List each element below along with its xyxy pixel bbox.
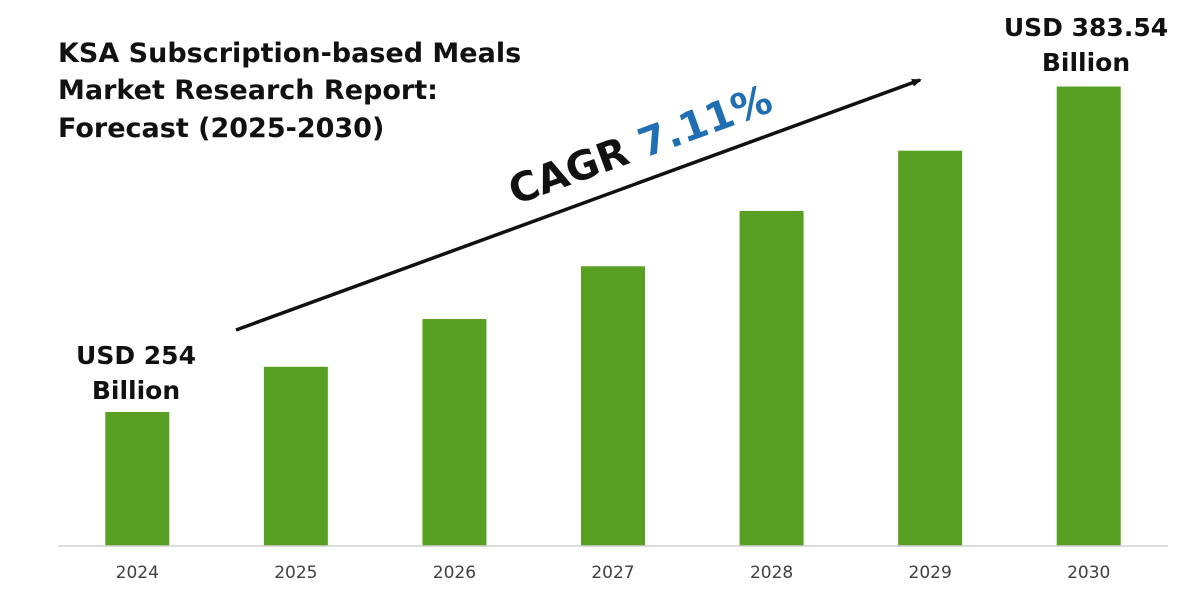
- chart-title-line-2: Market Research Report:: [58, 75, 438, 106]
- x-tick-label-2029: 2029: [909, 563, 952, 583]
- chart-title-line-3: Forecast (2025-2030): [58, 113, 384, 144]
- bar-2026: [422, 319, 487, 546]
- first-bar-value-label: USD 254 Billion: [76, 341, 196, 405]
- bar-2029: [898, 150, 963, 547]
- last-bar-label-line-2: Billion: [1042, 48, 1130, 77]
- x-tick-label-2026: 2026: [433, 563, 476, 583]
- cagr-prefix: CAGR: [503, 124, 648, 214]
- x-tick-label-2024: 2024: [116, 563, 159, 583]
- x-tick-label-2030: 2030: [1067, 563, 1110, 583]
- bar-2027: [581, 266, 645, 546]
- first-bar-label-line-2: Billion: [92, 376, 180, 405]
- bar-2030: [1056, 86, 1121, 546]
- first-bar-label-line-1: USD 254: [76, 341, 196, 370]
- x-tick-label-2025: 2025: [274, 563, 317, 583]
- cagr-value: 7.11%: [632, 77, 778, 168]
- chart-title: KSA Subscription-based Meals Market Rese…: [58, 38, 521, 144]
- x-tick-label-2027: 2027: [591, 563, 634, 583]
- bar-2028: [739, 210, 804, 546]
- last-bar-value-label: USD 383.54 Billion: [1004, 13, 1168, 77]
- x-tick-labels: 2024 2025 2026 2027 2028 2029 2030: [116, 563, 1111, 583]
- chart-title-line-1: KSA Subscription-based Meals: [58, 38, 521, 69]
- x-tick-label-2028: 2028: [750, 563, 793, 583]
- bars-group: [105, 86, 1121, 547]
- last-bar-label-line-1: USD 383.54: [1004, 13, 1168, 42]
- bar-2025: [263, 366, 328, 546]
- bar-2024: [105, 412, 170, 546]
- trend-arrow: [235, 78, 922, 332]
